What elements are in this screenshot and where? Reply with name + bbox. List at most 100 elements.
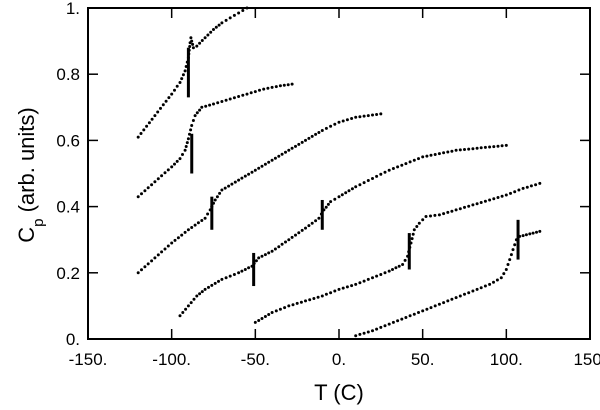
data-point: [375, 327, 379, 331]
data-point: [412, 312, 416, 316]
data-point: [166, 168, 170, 172]
data-point: [450, 149, 454, 153]
data-point: [290, 82, 294, 86]
data-point: [278, 307, 282, 311]
data-point: [412, 228, 416, 232]
data-point: [437, 213, 441, 217]
data-point: [375, 113, 379, 116]
data-point: [341, 286, 345, 290]
data-point: [442, 301, 446, 305]
data-point: [167, 96, 171, 100]
data-point: [337, 287, 341, 291]
data-point: [345, 118, 349, 122]
data-point: [324, 205, 328, 209]
data-point: [294, 144, 297, 148]
data-point: [326, 202, 330, 206]
data-point: [277, 245, 281, 249]
data-point: [189, 128, 193, 132]
data-point: [186, 228, 190, 232]
data-point: [176, 236, 180, 240]
data-point: [237, 11, 241, 15]
data-point: [213, 281, 217, 285]
data-point: [209, 30, 213, 34]
data-point: [200, 105, 204, 109]
data-point: [450, 297, 454, 301]
data-point: [504, 268, 508, 271]
data-point: [454, 208, 458, 212]
data-point: [483, 145, 487, 149]
data-point: [153, 180, 157, 184]
data-point: [263, 253, 267, 257]
data-point: [310, 221, 314, 225]
data-point: [270, 85, 274, 89]
data-point: [312, 297, 316, 300]
data-point: [437, 152, 441, 156]
data-point: [208, 103, 212, 107]
x-tick-label: -50.: [241, 350, 270, 369]
data-point: [471, 289, 475, 293]
x-tick-label: -150.: [69, 350, 108, 369]
data-point: [404, 162, 408, 166]
data-point: [383, 324, 387, 328]
data-point: [186, 137, 190, 141]
data-point: [366, 277, 370, 281]
data-point: [379, 172, 383, 176]
data-point: [394, 266, 398, 270]
data-point: [513, 243, 517, 247]
data-point: [458, 207, 462, 211]
data-point: [190, 39, 194, 43]
data-point: [479, 201, 483, 204]
data-point: [277, 154, 281, 158]
data-point: [173, 162, 176, 166]
data-point: [437, 302, 441, 306]
data-point: [287, 238, 291, 242]
data-point: [488, 145, 492, 149]
data-point: [324, 292, 328, 296]
data-point: [471, 147, 475, 151]
data-point: [227, 184, 231, 188]
data-point: [247, 266, 251, 270]
data-point: [253, 168, 257, 172]
data-point: [183, 148, 187, 152]
data-point: [136, 271, 140, 275]
data-point: [195, 294, 199, 298]
chart-ticks: -150. -100. -50. 0. 50. 100. 150. 0. 0.2 0.4 0.6 0.…: [56, 0, 600, 369]
data-point: [379, 325, 383, 329]
data-point: [492, 145, 496, 149]
data-point: [387, 168, 391, 172]
data-point: [163, 247, 167, 251]
data-point: [354, 282, 358, 286]
data-point: [397, 264, 401, 268]
data-point: [354, 115, 358, 119]
data-point: [396, 165, 400, 169]
data-point: [412, 158, 416, 162]
data-point: [375, 174, 379, 178]
data-point: [400, 317, 404, 321]
data-point: [511, 248, 515, 252]
data-point: [250, 170, 254, 174]
chart-marks: [136, 6, 542, 338]
plot-frame: [87, 7, 591, 340]
data-point: [204, 104, 208, 108]
data-point: [387, 322, 391, 326]
data-point: [429, 153, 433, 157]
data-point: [433, 213, 437, 217]
data-point: [471, 203, 475, 207]
y-tick-label: 0.: [66, 330, 80, 349]
data-point: [203, 216, 207, 220]
data-point: [159, 106, 162, 110]
data-point: [214, 25, 218, 29]
data-point: [320, 129, 324, 132]
data-point: [294, 233, 297, 237]
data-point: [178, 157, 182, 161]
data-point: [371, 177, 374, 180]
data-point: [424, 215, 428, 218]
data-point: [193, 223, 197, 227]
data-point: [181, 73, 185, 77]
data-point: [142, 128, 146, 132]
data-point: [297, 231, 301, 235]
data-point: [467, 204, 471, 208]
data-point: [200, 290, 204, 294]
data-point: [143, 265, 147, 269]
data-point: [314, 219, 318, 223]
